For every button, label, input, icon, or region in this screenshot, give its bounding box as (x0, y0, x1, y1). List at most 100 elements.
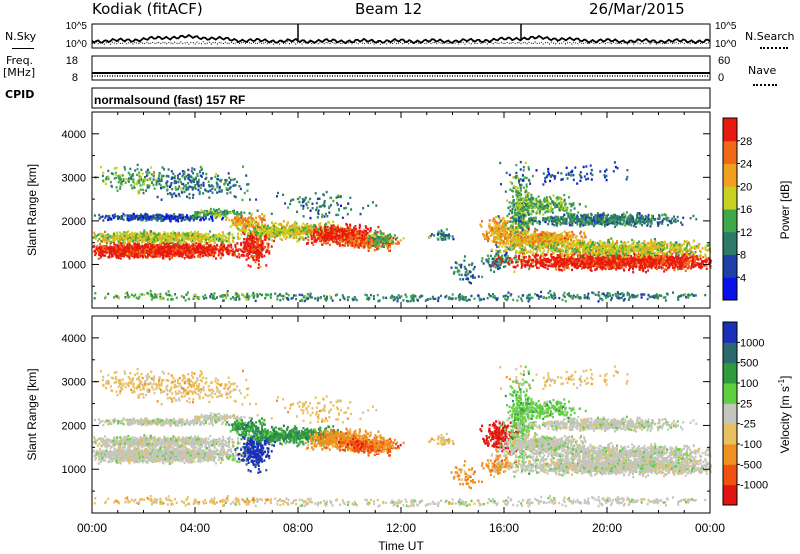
power-point (189, 193, 191, 195)
power-point (264, 235, 266, 237)
power-point (358, 239, 360, 241)
power-point (345, 228, 347, 230)
power-point (464, 255, 466, 257)
power-point (258, 256, 260, 258)
power-point (134, 243, 136, 245)
power-point (292, 229, 294, 231)
power-point (158, 255, 160, 257)
power-point (367, 245, 369, 247)
power-point (127, 218, 129, 220)
power-point (347, 239, 349, 241)
power-point (172, 254, 174, 256)
power-point (139, 235, 141, 237)
power-point (212, 192, 214, 194)
power-point (159, 216, 161, 218)
power-point (347, 236, 349, 238)
power-point (177, 181, 179, 183)
power-point (191, 237, 193, 239)
power-point (330, 233, 332, 235)
power-point (321, 216, 323, 218)
power-point (278, 223, 280, 225)
power-point (145, 189, 147, 191)
power-point (250, 215, 252, 217)
power-point (139, 250, 141, 252)
power-point (349, 224, 351, 226)
power-point (353, 238, 355, 240)
power-point (269, 227, 271, 229)
power-point (200, 218, 202, 220)
power-point (345, 230, 347, 232)
power-point (145, 256, 147, 258)
power-point (194, 168, 196, 170)
power-point (341, 230, 343, 232)
power-point (124, 166, 126, 168)
power-point (256, 250, 258, 252)
power-point (179, 214, 181, 216)
power-point (240, 212, 242, 214)
power-point (326, 215, 328, 217)
power-point (94, 254, 96, 256)
power-point (298, 230, 300, 232)
power-point (345, 233, 347, 235)
power-point (271, 213, 273, 215)
power-point (187, 247, 189, 249)
power-point (324, 237, 326, 239)
power-point (232, 241, 234, 243)
power-point (213, 234, 215, 236)
power-point (161, 177, 163, 179)
power-point (358, 246, 360, 248)
power-point (218, 254, 220, 256)
power-point (180, 181, 182, 183)
power-point (192, 172, 194, 174)
power-point (347, 213, 349, 215)
power-point (111, 172, 113, 174)
power-point (461, 274, 463, 276)
power-point (367, 205, 369, 207)
power-point (247, 190, 249, 192)
power-point (462, 278, 464, 280)
power-point (242, 254, 244, 256)
power-point (304, 227, 306, 229)
power-point (184, 177, 186, 179)
power-point (160, 184, 162, 186)
power-point (119, 232, 121, 234)
power-point (139, 238, 141, 240)
power-point (246, 225, 248, 227)
power-point (319, 224, 321, 226)
power-point (171, 188, 173, 190)
power-point (310, 217, 312, 219)
power-point (212, 213, 214, 215)
power-point (174, 182, 176, 184)
power-point (339, 241, 341, 243)
power-point (163, 247, 165, 249)
power-point (453, 238, 455, 240)
power-point (128, 172, 130, 174)
power-point (510, 217, 512, 219)
power-point (172, 218, 174, 220)
power-point (133, 235, 135, 237)
power-point (228, 245, 230, 247)
power-point (157, 196, 159, 198)
power-point (161, 199, 163, 201)
power-point (142, 251, 144, 253)
power-point (190, 217, 192, 219)
power-point (359, 224, 361, 226)
power-point (198, 246, 200, 248)
power-point (146, 239, 148, 241)
power-point (261, 226, 263, 228)
power-point (260, 236, 262, 238)
power-point (273, 240, 275, 242)
power-point (200, 247, 202, 249)
power-point (121, 181, 123, 183)
power-point (251, 240, 253, 242)
power-point (149, 240, 151, 242)
power-point (177, 234, 179, 236)
power-point (105, 183, 107, 185)
power-point (229, 181, 231, 183)
power-point (122, 213, 124, 215)
power-point (374, 249, 376, 251)
power-point (143, 183, 145, 185)
power-point (327, 226, 329, 228)
power-point (310, 233, 312, 235)
power-point (228, 241, 230, 243)
